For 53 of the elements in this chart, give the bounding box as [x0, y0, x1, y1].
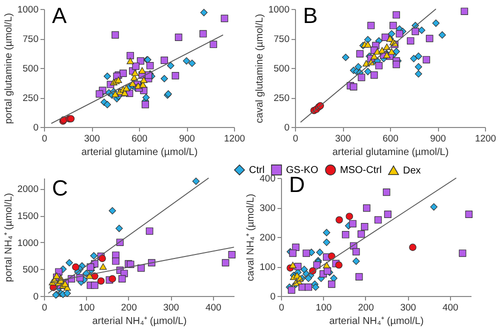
x-axis-title: arterial glutamine (µmol/L)	[81, 147, 198, 158]
y-tick-label: 1500	[17, 211, 38, 222]
x-tick-label: 0	[292, 134, 298, 144]
y-tick-label: 1000	[17, 238, 38, 249]
x-axis-title: arterial NH₄⁺ (µmol/L)	[92, 316, 187, 327]
x-tick-label: 200	[358, 302, 374, 314]
x-tick-label: 100	[78, 302, 95, 314]
chart-title: B	[303, 3, 318, 28]
x-tick-label: 900	[430, 134, 446, 144]
y-tick-label: 500	[274, 64, 290, 74]
x-tick-label: 300	[84, 134, 100, 144]
x-axis-title: arterial glutamine (µmol/L)	[332, 147, 449, 158]
y-axis-title: portal glutamine (µmol/L)	[3, 13, 14, 124]
y-tick-label: 2000	[17, 184, 38, 196]
legend-label: MSO-Ctrl	[340, 164, 382, 176]
y-tick-label: 0	[33, 122, 38, 134]
x-axis-title: arterial NH₄⁺ (µmol/L)	[329, 316, 424, 327]
y-axis-title: portal NH₄⁺ (µmol/L)	[3, 193, 14, 282]
x-tick-label: 0	[42, 134, 48, 144]
x-tick-label: 600	[132, 134, 148, 144]
y-tick-label: 0	[284, 122, 290, 134]
y-tick-label: 0	[33, 292, 38, 302]
x-tick-label: 400	[442, 302, 458, 314]
x-tick-label: 300	[163, 302, 180, 314]
y-axis-title: caval glutamine (µmol/L)	[254, 14, 266, 124]
x-tick-label: 300	[400, 302, 416, 314]
x-tick-label: 400	[205, 302, 222, 314]
x-tick-label: 1200	[474, 134, 496, 144]
x-tick-label: 200	[121, 302, 137, 314]
y-tick-label: 250	[274, 93, 290, 104]
x-tick-label: 300	[335, 134, 351, 144]
y-tick-label: 250	[22, 93, 38, 104]
x-tick-label: 0	[42, 302, 48, 314]
y-tick-label: 100	[260, 262, 276, 273]
y-tick-label: 500	[22, 264, 38, 276]
x-tick-label: 900	[179, 134, 195, 144]
legend-label: Dex	[403, 165, 421, 176]
chart-title: A	[52, 3, 67, 28]
y-tick-label: 1000	[17, 4, 38, 16]
y-tick-label: 400	[260, 174, 276, 184]
chart-title: C	[52, 176, 68, 201]
y-tick-label: 750	[274, 34, 290, 45]
y-tick-label: 300	[260, 203, 276, 214]
y-tick-label: 750	[22, 34, 38, 45]
y-tick-label: 200	[260, 232, 276, 244]
y-axis-title: caval NH₄⁺ (µmol/L)	[246, 194, 257, 282]
x-tick-label: 1200	[224, 134, 246, 144]
y-tick-label: 500	[22, 64, 38, 74]
x-tick-label: 600	[382, 134, 398, 144]
y-tick-label: 1000	[268, 4, 290, 16]
x-tick-label: 100	[316, 302, 332, 314]
legend-label: Ctrl	[249, 164, 265, 176]
y-tick-label: 0	[270, 292, 276, 302]
